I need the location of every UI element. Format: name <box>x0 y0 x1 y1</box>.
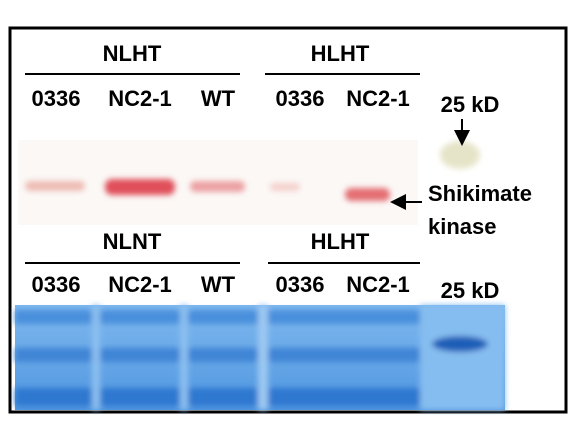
lane-label: NC2-1 <box>108 272 172 297</box>
group-label: NLHT <box>103 41 162 66</box>
lane-label: 0336 <box>276 86 325 111</box>
band <box>270 183 300 191</box>
bands <box>25 141 480 201</box>
group-label: NLNT <box>103 229 162 254</box>
band-label: Shikimate <box>428 181 532 206</box>
lane-label: 0336 <box>276 272 325 297</box>
lane-label: WT <box>201 86 236 111</box>
marker-band <box>440 141 480 169</box>
marker-label: 25 kD <box>441 92 500 117</box>
band-label: kinase <box>428 214 497 239</box>
marker-lane <box>420 305 505 410</box>
band <box>190 181 245 192</box>
lane-label: WT <box>201 272 236 297</box>
lane-gap <box>258 305 268 410</box>
band <box>345 188 390 201</box>
gel-band <box>15 348 420 362</box>
lane-label: NC2-1 <box>346 86 410 111</box>
marker-band <box>432 336 488 352</box>
gel-band <box>15 310 420 324</box>
band <box>25 181 85 191</box>
lane-gap <box>180 305 188 410</box>
lane-label: 0336 <box>32 86 81 111</box>
group-label: HLHT <box>311 41 370 66</box>
gel-bands <box>15 305 505 410</box>
lane-label: 0336 <box>32 272 81 297</box>
band <box>105 179 175 195</box>
marker-label: 25 kD <box>441 278 500 303</box>
lane-gap <box>92 305 100 410</box>
lane-label: NC2-1 <box>346 272 410 297</box>
group-label: HLHT <box>311 229 370 254</box>
lane-label: NC2-1 <box>108 86 172 111</box>
gel-band <box>15 388 420 406</box>
